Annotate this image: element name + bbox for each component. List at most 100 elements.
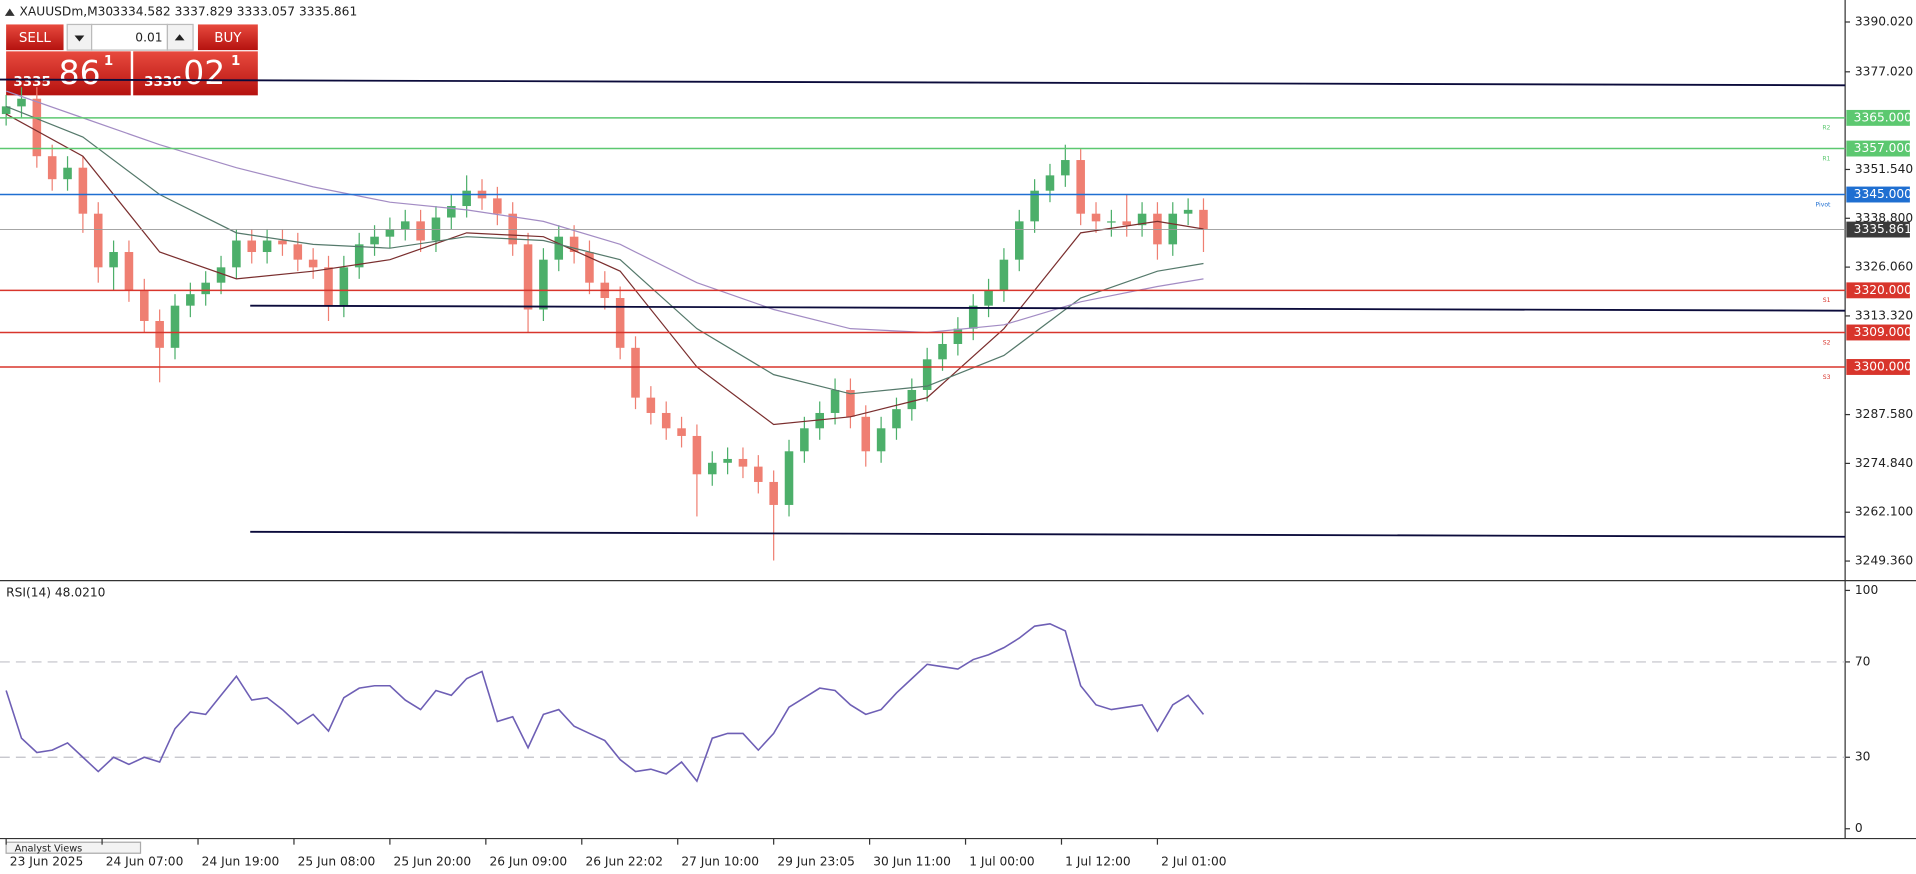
candle-body bbox=[1137, 213, 1147, 226]
bid-box[interactable] bbox=[6, 51, 131, 96]
candle-body bbox=[124, 252, 134, 291]
bid-sup: 1 bbox=[104, 54, 113, 69]
candle-body bbox=[631, 347, 640, 398]
candle-body bbox=[999, 259, 1009, 291]
x-tick-label: 1 Jul 00:00 bbox=[969, 854, 1034, 868]
x-tick-label: 27 Jun 10:00 bbox=[681, 854, 759, 868]
trendline bbox=[0, 78, 1846, 87]
candle-body bbox=[339, 267, 349, 306]
candle-body bbox=[1199, 209, 1208, 230]
x-tick-label: 26 Jun 09:00 bbox=[490, 854, 568, 868]
y-tick-label: 3338.800 bbox=[1855, 211, 1913, 225]
up-arrow bbox=[174, 34, 185, 41]
candle-body bbox=[738, 458, 748, 467]
level-box bbox=[1846, 109, 1910, 126]
buy-button[interactable] bbox=[197, 24, 258, 51]
analyst-tab[interactable] bbox=[5, 841, 142, 854]
level-box bbox=[1846, 186, 1910, 203]
candle-body bbox=[661, 412, 671, 429]
candle-body bbox=[170, 305, 180, 348]
candle-body bbox=[508, 213, 517, 245]
candle-body bbox=[216, 267, 226, 283]
candle-body bbox=[1045, 175, 1055, 191]
ask-sup: 1 bbox=[231, 54, 240, 69]
candle-body bbox=[140, 290, 149, 321]
candle-body bbox=[1076, 160, 1085, 214]
ohlc: 3334.582 3337.829 3333.057 3335.861 bbox=[112, 5, 357, 19]
y-tick-label: 3326.060 bbox=[1855, 260, 1913, 274]
lot-up[interactable] bbox=[166, 23, 194, 51]
candle-body bbox=[1, 106, 11, 115]
candle-body bbox=[830, 389, 840, 413]
y-tick-label: 100 bbox=[1855, 583, 1878, 597]
candle-body bbox=[754, 466, 763, 482]
candle-body bbox=[1030, 190, 1039, 222]
x-tick-label: 1 Jul 12:00 bbox=[1065, 854, 1130, 868]
candle-body bbox=[247, 240, 257, 253]
level-label: 3345.000 bbox=[1854, 187, 1912, 201]
y-tick-label: 3377.020 bbox=[1855, 64, 1913, 78]
level-tag: R2 bbox=[1822, 125, 1830, 132]
candle-body bbox=[892, 409, 901, 429]
y-tick-label: 3249.360 bbox=[1855, 554, 1913, 568]
x-tick-label: 25 Jun 20:00 bbox=[394, 854, 472, 868]
buy-label: BUY bbox=[214, 31, 242, 46]
sell-button[interactable] bbox=[6, 24, 64, 51]
candle-body bbox=[876, 428, 886, 452]
moving-average bbox=[5, 113, 1204, 426]
trendline bbox=[250, 304, 1846, 312]
lot-input[interactable] bbox=[91, 23, 169, 51]
candle-body bbox=[1183, 209, 1193, 214]
level-label: 3309.000 bbox=[1854, 325, 1912, 339]
candle-body bbox=[723, 458, 732, 463]
candle-body bbox=[968, 305, 978, 329]
candle-body bbox=[646, 397, 656, 413]
candle-body bbox=[431, 217, 441, 241]
candle-body bbox=[846, 389, 855, 417]
candle-body bbox=[769, 481, 778, 505]
y-tick-label: 30 bbox=[1855, 750, 1871, 764]
level-label: 3320.000 bbox=[1854, 283, 1912, 297]
x-tick-label: 2 Jul 01:00 bbox=[1161, 854, 1226, 868]
analyst-tab-label: Analyst Views bbox=[15, 843, 83, 854]
candle-body bbox=[1153, 213, 1162, 245]
y-tick-label: 3390.020 bbox=[1855, 14, 1913, 28]
y-tick-label: 3262.100 bbox=[1855, 505, 1913, 519]
candle-body bbox=[938, 343, 947, 360]
candle-body bbox=[278, 240, 287, 245]
current-price-box bbox=[1846, 221, 1910, 238]
y-tick-label: 3274.840 bbox=[1855, 456, 1913, 470]
candle-body bbox=[953, 328, 963, 344]
candle-body bbox=[523, 244, 533, 310]
ask-big: 3336 bbox=[144, 75, 181, 90]
candle-body bbox=[1107, 221, 1116, 223]
level-tag: S2 bbox=[1823, 339, 1831, 346]
down-arrow bbox=[74, 35, 85, 42]
y-tick-label: 3287.580 bbox=[1855, 407, 1913, 421]
level-box bbox=[1846, 282, 1910, 299]
candle-body bbox=[462, 190, 471, 207]
candle-body bbox=[922, 359, 932, 390]
level-box bbox=[1846, 359, 1910, 375]
bid-main: 86 bbox=[59, 53, 101, 92]
candle-body bbox=[1122, 221, 1132, 226]
candle-body bbox=[539, 259, 548, 310]
ask-box[interactable] bbox=[133, 51, 258, 96]
x-tick-label: 26 Jun 22:02 bbox=[585, 854, 663, 868]
candle-body bbox=[815, 412, 824, 429]
candle-body bbox=[324, 267, 333, 306]
candle-body bbox=[78, 167, 88, 214]
collapse-icon[interactable] bbox=[4, 8, 15, 16]
candle-body bbox=[32, 98, 42, 157]
candle-body bbox=[800, 428, 809, 452]
y-tick-label: 0 bbox=[1855, 821, 1863, 835]
trendline bbox=[250, 530, 1846, 538]
level-label: 3300.000 bbox=[1854, 359, 1912, 373]
level-tag: S3 bbox=[1823, 374, 1831, 381]
level-tag: S1 bbox=[1823, 297, 1831, 304]
candle-body bbox=[554, 236, 564, 260]
candle-body bbox=[385, 229, 395, 237]
candle-body bbox=[447, 206, 456, 218]
candle-body bbox=[707, 462, 717, 475]
